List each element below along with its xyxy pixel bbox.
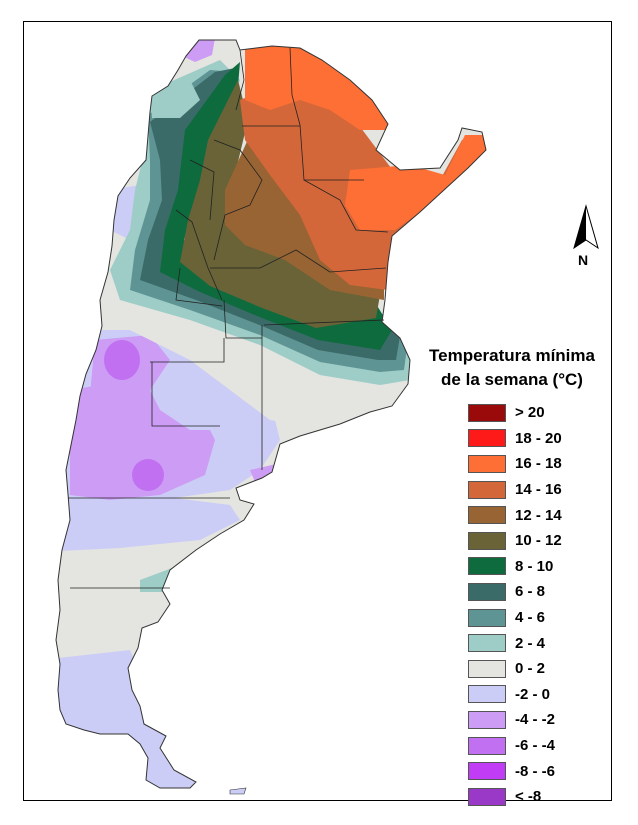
legend-swatch	[468, 480, 506, 499]
legend-swatch	[468, 506, 506, 525]
legend-label: 4 - 6	[515, 609, 546, 627]
legend-swatch	[468, 685, 506, 704]
legend-label: 12 - 14	[515, 506, 562, 524]
north-arrow: N	[568, 204, 604, 270]
legend-swatch	[468, 403, 506, 422]
legend-swatch	[468, 710, 506, 729]
legend-label: 8 - 10	[515, 557, 554, 575]
north-arrow-icon	[573, 204, 599, 250]
legend-label: < -8	[515, 788, 542, 806]
legend: Temperatura mínima de la semana (°C) > 2…	[412, 344, 612, 810]
legend-label: 0 - 2	[515, 660, 546, 678]
legend-swatch	[468, 659, 506, 678]
legend-swatch	[468, 454, 506, 473]
legend-item: 12 - 14	[468, 502, 612, 528]
legend-swatch	[468, 634, 506, 653]
legend-item: < -8	[468, 784, 612, 810]
legend-label: -8 - -6	[515, 762, 556, 780]
legend-label: > 20	[515, 404, 545, 422]
legend-label: -4 - -2	[515, 711, 556, 729]
legend-item: -6 - -4	[468, 733, 612, 759]
legend-swatch	[468, 736, 506, 755]
legend-swatch	[468, 557, 506, 576]
legend-swatch	[468, 762, 506, 781]
legend-item: 0 - 2	[468, 656, 612, 682]
legend-list: > 20 18 - 20 16 - 18 14 - 16 12 - 14 10 …	[468, 400, 612, 810]
legend-label: 10 - 12	[515, 532, 562, 550]
legend-item: > 20	[468, 400, 612, 426]
legend-label: 14 - 16	[515, 481, 562, 499]
legend-item: 2 - 4	[468, 630, 612, 656]
legend-swatch	[468, 582, 506, 601]
legend-label: -2 - 0	[515, 685, 551, 703]
legend-swatch	[468, 429, 506, 448]
legend-item: 10 - 12	[468, 528, 612, 554]
legend-label: -6 - -4	[515, 737, 556, 755]
legend-item: 6 - 8	[468, 579, 612, 605]
legend-item: -8 - -6	[468, 758, 612, 784]
legend-title-line2: de la semana (°C)	[441, 370, 583, 389]
legend-label: 6 - 8	[515, 583, 546, 601]
legend-item: 4 - 6	[468, 605, 612, 631]
legend-swatch	[468, 787, 506, 806]
legend-swatch	[468, 608, 506, 627]
legend-item: 18 - 20	[468, 426, 612, 452]
legend-item: -4 - -2	[468, 707, 612, 733]
legend-item: 14 - 16	[468, 477, 612, 503]
legend-item: 8 - 10	[468, 554, 612, 580]
legend-item: -2 - 0	[468, 682, 612, 708]
north-label: N	[578, 252, 589, 268]
legend-label: 2 - 4	[515, 634, 546, 652]
legend-swatch	[468, 531, 506, 550]
legend-label: 18 - 20	[515, 429, 562, 447]
legend-title-line1: Temperatura mínima	[429, 346, 595, 365]
legend-item: 16 - 18	[468, 451, 612, 477]
legend-label: 16 - 18	[515, 455, 562, 473]
